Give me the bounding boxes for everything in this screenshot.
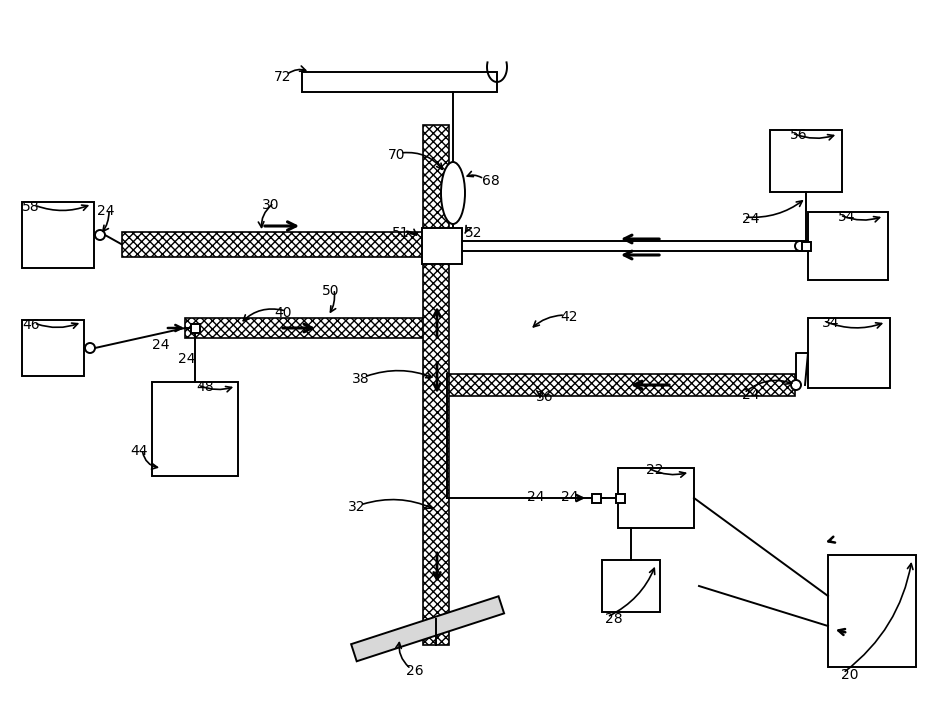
Text: 42: 42 [560, 310, 577, 324]
Text: 56: 56 [790, 128, 808, 142]
Bar [770, 130, 842, 192]
Circle shape [795, 241, 805, 251]
Text: 44: 44 [130, 444, 148, 458]
Text: 50: 50 [322, 284, 339, 298]
Bar [191, 323, 200, 333]
Text: 68: 68 [482, 174, 500, 188]
Bar [801, 242, 811, 250]
Bar [152, 382, 238, 476]
Text: 32: 32 [348, 500, 365, 514]
Text: 54: 54 [838, 210, 856, 224]
Bar [423, 125, 449, 645]
Bar [122, 232, 432, 257]
Text: 34: 34 [822, 316, 840, 330]
Ellipse shape [441, 162, 465, 224]
Text: 24: 24 [742, 212, 759, 226]
Text: 26: 26 [406, 664, 424, 678]
Bar [448, 374, 795, 396]
Text: 24: 24 [178, 352, 195, 366]
Bar [808, 318, 890, 388]
Text: 24: 24 [152, 338, 169, 352]
Text: 30: 30 [262, 198, 279, 212]
Bar [22, 320, 84, 376]
Bar [422, 228, 462, 264]
Text: 40: 40 [274, 306, 291, 320]
Text: 24: 24 [97, 204, 115, 218]
Text: 22: 22 [646, 463, 663, 477]
Text: 20: 20 [841, 668, 858, 682]
Bar [591, 494, 601, 503]
Bar [602, 560, 660, 612]
Bar [22, 202, 94, 268]
Bar [351, 596, 504, 662]
Text: 58: 58 [22, 200, 39, 214]
Bar [302, 72, 497, 92]
Bar [828, 555, 916, 667]
Text: 28: 28 [605, 612, 623, 626]
Text: 24: 24 [561, 490, 578, 504]
Bar [185, 318, 436, 338]
Text: 70: 70 [388, 148, 405, 162]
Text: 52: 52 [465, 226, 483, 240]
Text: 24: 24 [742, 388, 759, 402]
Bar [808, 212, 888, 280]
Text: 51: 51 [392, 226, 410, 240]
Text: 38: 38 [352, 372, 370, 386]
Bar [618, 468, 694, 528]
Text: 46: 46 [22, 318, 39, 332]
Text: 48: 48 [196, 380, 214, 394]
Circle shape [791, 380, 801, 390]
Bar [616, 494, 625, 503]
Text: 24: 24 [527, 490, 545, 504]
Circle shape [85, 343, 95, 353]
Text: 36: 36 [536, 390, 554, 404]
Text: 72: 72 [274, 70, 291, 84]
Circle shape [95, 230, 105, 240]
